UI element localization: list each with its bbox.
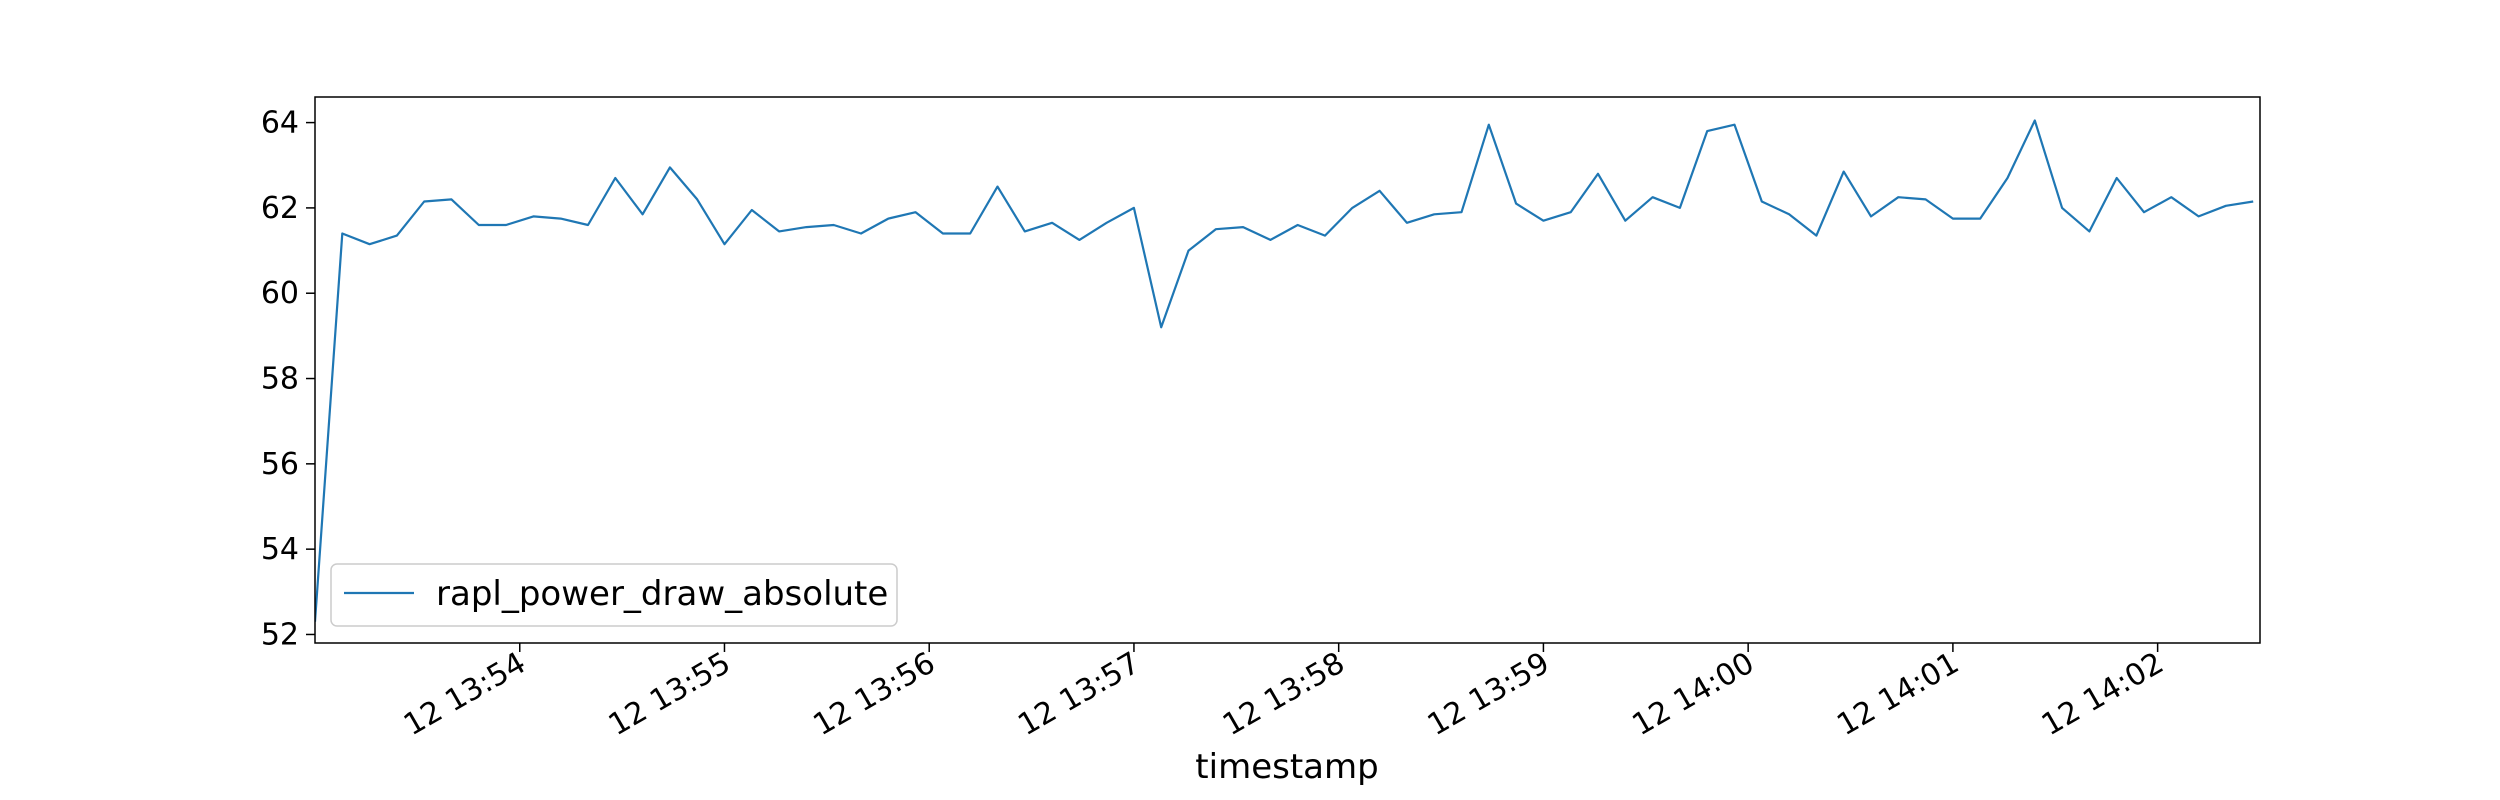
- y-tick-label: 52: [261, 617, 299, 652]
- legend: rapl_power_draw_absolute: [330, 563, 898, 627]
- y-tick-label: 54: [261, 532, 299, 567]
- y-axis: 52 54 56 58 60 62 64: [261, 106, 315, 652]
- plot-frame: [314, 96, 2261, 644]
- legend-label: rapl_power_draw_absolute: [436, 574, 888, 614]
- y-tick-label: 62: [261, 191, 299, 226]
- series-layer: [315, 119, 2254, 622]
- y-tick-label: 64: [261, 106, 299, 141]
- y-tick-label: 56: [261, 447, 299, 482]
- legend-box: [330, 563, 898, 627]
- y-tick-label: 60: [261, 276, 299, 311]
- x-axis-title: timestamp: [1195, 747, 1378, 787]
- series-line: [315, 119, 2254, 622]
- y-tick-label: 58: [261, 362, 299, 397]
